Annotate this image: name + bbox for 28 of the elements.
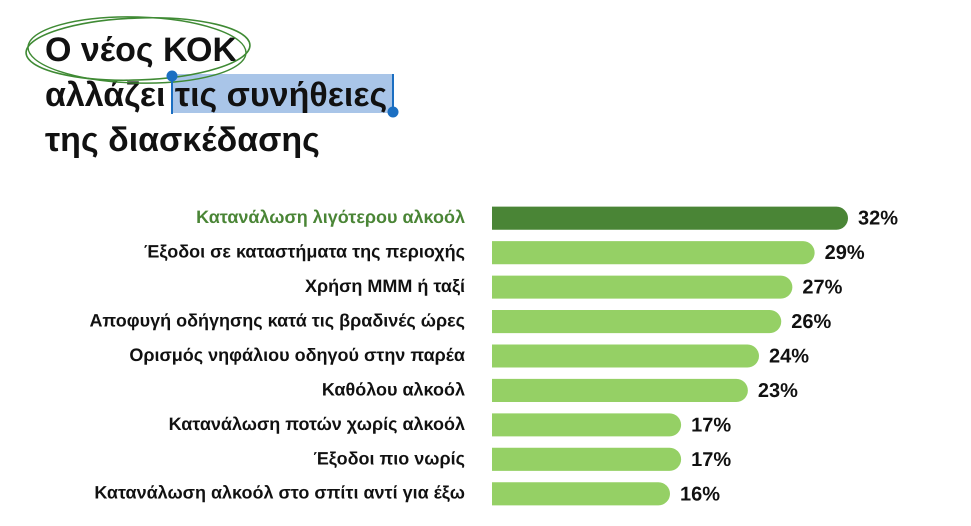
y-tick-label: Καθόλου αλκοόλ [322, 379, 465, 400]
y-tick-label: Χρήση ΜΜΜ ή ταξί [304, 276, 465, 296]
y-tick-label: Κατανάλωση λιγότερου αλκοόλ [196, 207, 465, 228]
y-tick-label: Έξοδοι πιο νωρίς [313, 448, 465, 468]
data-label: 24% [769, 346, 810, 368]
data-label: 23% [758, 380, 798, 402]
bar [492, 206, 848, 230]
data-label: 26% [791, 311, 832, 334]
data-label: 17% [691, 448, 732, 471]
bar [492, 344, 759, 368]
bar [492, 276, 792, 299]
bar [492, 448, 682, 471]
bar [492, 413, 682, 436]
y-tick-label: Κατανάλωση αλκοόλ στο σπίτι αντί για έξω [94, 482, 465, 503]
bar [492, 378, 748, 402]
data-label: 17% [691, 414, 732, 436]
y-tick-label: Έξοδοι σε καταστήματα της περιοχής [144, 242, 465, 262]
data-label: 27% [802, 276, 843, 299]
y-tick-label: Αποφυγή οδήγησης κατά τις βραδινές ώρες [89, 310, 465, 331]
bar [492, 310, 782, 334]
data-label: 16% [680, 483, 720, 506]
y-tick-label: Κατανάλωση ποτών χωρίς αλκοόλ [168, 414, 465, 434]
bar [492, 482, 670, 506]
data-label: 29% [824, 242, 865, 264]
y-tick-label: Ορισμός νηφάλιου οδηγού στην παρέα [129, 344, 465, 365]
data-label: 32% [858, 208, 898, 230]
bar [492, 241, 815, 264]
text: Ο νέος ΚΟΚ αλλάζει τις συνήθειες της διασκέδασης [45, 30, 388, 161]
